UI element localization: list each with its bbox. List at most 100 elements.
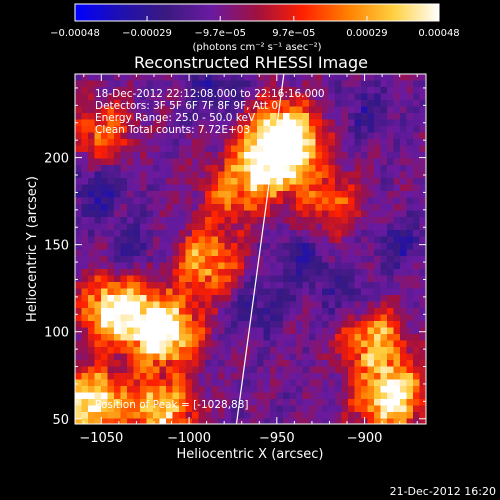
- heatmap-pixel: [315, 295, 323, 302]
- heatmap-pixel: [322, 93, 329, 101]
- heatmap-pixel: [192, 126, 199, 133]
- heatmap-pixel: [367, 373, 375, 380]
- heatmap-pixel: [413, 321, 420, 328]
- heatmap-pixel: [400, 366, 407, 374]
- heatmap-pixel: [107, 126, 115, 133]
- heatmap-pixel: [250, 327, 258, 335]
- heatmap-pixel: [159, 106, 167, 114]
- heatmap-pixel: [354, 197, 362, 205]
- heatmap-pixel: [244, 158, 251, 166]
- heatmap-pixel: [367, 334, 375, 341]
- heatmap-pixel: [198, 314, 206, 322]
- heatmap-pixel: [107, 132, 115, 140]
- heatmap-pixel: [146, 308, 154, 315]
- heatmap-pixel: [257, 412, 264, 419]
- heatmap-pixel: [250, 139, 258, 146]
- heatmap-pixel: [244, 392, 251, 400]
- heatmap-pixel: [237, 217, 245, 224]
- heatmap-pixel: [231, 197, 238, 205]
- heatmap-pixel: [211, 139, 219, 146]
- heatmap-pixel: [88, 327, 95, 335]
- heatmap-pixel: [244, 405, 251, 413]
- heatmap-pixel: [120, 418, 128, 424]
- heatmap-pixel: [406, 126, 414, 133]
- heatmap-pixel: [185, 340, 193, 348]
- heatmap-pixel: [302, 204, 310, 211]
- heatmap-pixel: [335, 295, 342, 302]
- heatmap-pixel: [413, 236, 420, 244]
- heatmap-pixel: [328, 152, 336, 159]
- heatmap-pixel: [198, 139, 206, 146]
- heatmap-pixel: [380, 132, 388, 140]
- heatmap-pixel: [387, 347, 394, 354]
- heatmap-pixel: [309, 327, 316, 335]
- heatmap-pixel: [419, 204, 426, 211]
- heatmap-pixel: [335, 184, 342, 192]
- heatmap-pixel: [387, 171, 394, 179]
- heatmap-pixel: [146, 288, 154, 296]
- heatmap-pixel: [406, 314, 414, 322]
- heatmap-pixel: [257, 269, 264, 276]
- heatmap-pixel: [133, 145, 141, 153]
- heatmap-pixel: [283, 132, 290, 140]
- heatmap-pixel: [289, 399, 297, 406]
- heatmap-pixel: [367, 106, 375, 114]
- heatmap-pixel: [218, 204, 225, 211]
- heatmap-pixel: [374, 373, 381, 380]
- heatmap-pixel: [289, 275, 297, 283]
- heatmap-pixel: [335, 113, 342, 120]
- heatmap-pixel: [283, 373, 290, 380]
- heatmap-pixel: [270, 93, 277, 101]
- heatmap-pixel: [283, 392, 290, 400]
- heatmap-pixel: [211, 256, 219, 263]
- heatmap-pixel: [354, 373, 362, 380]
- heatmap-pixel: [296, 132, 303, 140]
- heatmap-pixel: [81, 230, 89, 237]
- heatmap-pixel: [361, 288, 368, 296]
- heatmap-pixel: [302, 353, 310, 361]
- heatmap-pixel: [296, 100, 303, 107]
- heatmap-pixel: [263, 405, 271, 413]
- heatmap-pixel: [127, 139, 134, 146]
- heatmap-pixel: [81, 392, 89, 400]
- heatmap-pixel: [81, 340, 89, 348]
- heatmap-pixel: [413, 132, 420, 140]
- heatmap-pixel: [94, 282, 102, 289]
- x-tick-label: −1050: [79, 431, 123, 446]
- heatmap-pixel: [289, 386, 297, 393]
- heatmap-pixel: [185, 243, 193, 250]
- heatmap-pixel: [244, 334, 251, 341]
- heatmap-pixel: [166, 249, 173, 257]
- heatmap-pixel: [276, 210, 284, 218]
- heatmap-pixel: [289, 210, 297, 218]
- heatmap-pixel: [406, 327, 414, 335]
- heatmap-pixel: [114, 386, 121, 393]
- heatmap-pixel: [224, 87, 232, 94]
- heatmap-pixel: [367, 178, 375, 185]
- heatmap-pixel: [406, 74, 414, 81]
- heatmap-pixel: [361, 327, 368, 335]
- heatmap-pixel: [218, 145, 225, 153]
- heatmap-pixel: [153, 152, 160, 159]
- heatmap-pixel: [88, 87, 95, 94]
- heatmap-pixel: [211, 334, 219, 341]
- heatmap-pixel: [289, 145, 297, 153]
- heatmap-pixel: [224, 139, 232, 146]
- heatmap-pixel: [166, 158, 173, 166]
- heatmap-pixel: [322, 295, 329, 302]
- heatmap-pixel: [224, 113, 232, 120]
- heatmap-pixel: [302, 249, 310, 257]
- heatmap-pixel: [387, 256, 394, 263]
- heatmap-pixel: [114, 74, 121, 81]
- heatmap-pixel: [81, 210, 89, 218]
- heatmap-pixel: [211, 321, 219, 328]
- heatmap-pixel: [328, 80, 336, 88]
- heatmap-pixel: [374, 171, 381, 179]
- heatmap-pixel: [107, 347, 115, 354]
- heatmap-pixel: [387, 217, 394, 224]
- heatmap-pixel: [81, 366, 89, 374]
- heatmap-pixel: [101, 191, 108, 198]
- heatmap-pixel: [218, 314, 225, 322]
- heatmap-pixel: [302, 301, 310, 309]
- heatmap-pixel: [185, 275, 193, 283]
